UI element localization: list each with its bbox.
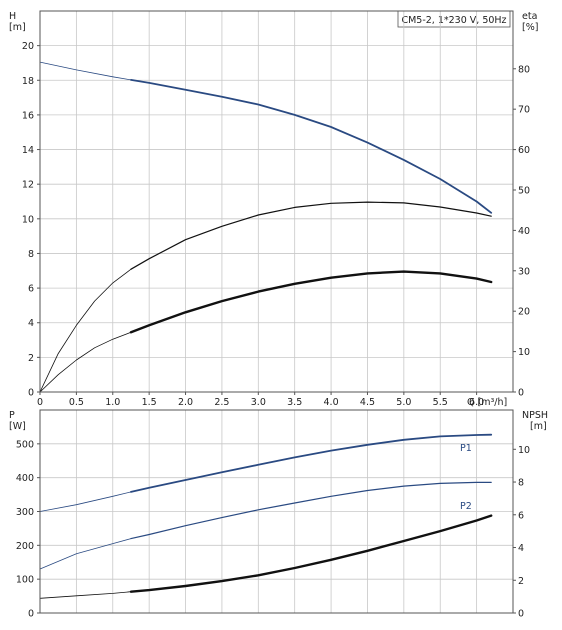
bottom-right-ticks: 0 2 4 6 8 10 — [513, 445, 530, 620]
bottom-right-axis-unit: [m] — [530, 421, 547, 432]
bottom-right-tick-label: 4 — [518, 543, 524, 554]
top-right-tick-label: 20 — [518, 307, 530, 318]
top-right-tick-label: 0 — [518, 388, 524, 399]
top-series-0-extension — [39, 61, 132, 81]
top-grid — [40, 11, 513, 392]
top-left-tick-label: 0 — [28, 388, 34, 399]
top-left-tick-label: 14 — [22, 145, 34, 156]
top-left-tick-label: 6 — [28, 284, 34, 295]
bottom-left-tick-label: 300 — [16, 507, 34, 518]
bottom-left-tick-label: 400 — [16, 473, 34, 484]
top-right-axis-label: eta — [522, 11, 537, 22]
bottom-series-0-extension — [39, 491, 132, 512]
x-tick-label: 0 — [37, 397, 43, 408]
bottom-series-2-line — [129, 514, 493, 593]
top-left-tick-label: 4 — [28, 318, 34, 329]
top-right-tick-label: 70 — [518, 105, 530, 116]
top-right-tick-label: 80 — [518, 64, 530, 75]
bottom-right-axis-label: NPSH — [522, 410, 548, 421]
x-tick-label: 5.0 — [396, 397, 411, 408]
top-left-tick-label: 10 — [22, 214, 34, 225]
bottom-right-tick-label: 10 — [518, 445, 530, 456]
top-left-ticks: 0 2 4 6 8 10 12 14 16 18 20 — [22, 41, 40, 399]
top-series-0-line — [130, 79, 493, 214]
top-series-2-line — [129, 270, 493, 334]
bottom-series-1-line — [130, 481, 492, 540]
top-plot-frame — [39, 10, 514, 393]
bottom-plot-frame — [39, 409, 514, 614]
bottom-left-tick-label: 200 — [16, 541, 34, 552]
top-left-tick-label: 2 — [28, 353, 34, 364]
top-left-tick-label: 12 — [22, 180, 34, 191]
x-tick-label: 3.5 — [287, 397, 302, 408]
top-left-axis-label: H — [9, 11, 16, 22]
x-tick-label: 2.5 — [214, 397, 229, 408]
top-right-ticks: 0 10 20 30 40 50 60 70 80 — [513, 64, 530, 399]
top-right-axis-unit: [%] — [522, 22, 538, 33]
x-tick-label: 1.0 — [105, 397, 120, 408]
top-right-tick-label: 40 — [518, 226, 530, 237]
x-tick-label: 0.5 — [69, 397, 84, 408]
top-left-tick-label: 18 — [22, 76, 34, 87]
top-x-axis-label: Q [m³/h] — [467, 397, 507, 408]
bottom-right-tick-label: 8 — [518, 478, 524, 489]
top-right-tick-label: 30 — [518, 266, 530, 277]
bottom-series-0-line — [130, 433, 493, 493]
bottom-right-tick-label: 2 — [518, 576, 524, 587]
bottom-left-axis-label: P — [9, 410, 15, 421]
bottom-left-tick-label: 0 — [28, 609, 34, 620]
top-right-tick-label: 10 — [518, 347, 530, 358]
x-tick-label: 5.5 — [433, 397, 448, 408]
top-right-tick-label: 50 — [518, 185, 530, 196]
x-tick-label: 6.0 — [469, 397, 484, 408]
top-left-tick-label: 20 — [22, 41, 34, 52]
series-label-p1: P1 — [460, 443, 472, 454]
top-x-ticks: 0 0.5 1.0 1.5 2.0 2.5 3.0 3.5 4.0 4.5 5.0 5.5 6.0 — [37, 392, 484, 408]
top-series-1-extension — [39, 268, 132, 393]
top-right-tick-label: 60 — [518, 145, 530, 156]
bottom-series — [39, 433, 493, 599]
top-series-1-line — [130, 201, 492, 270]
x-tick-label: 4.0 — [324, 397, 339, 408]
x-tick-label: 2.0 — [178, 397, 193, 408]
top-left-tick-label: 8 — [28, 249, 34, 260]
series-label-p2: P2 — [460, 501, 472, 512]
bottom-right-tick-label: 0 — [518, 609, 524, 620]
bottom-left-tick-label: 100 — [16, 575, 34, 586]
bottom-series-1-extension — [39, 538, 132, 570]
x-tick-label: 3.0 — [251, 397, 266, 408]
top-left-tick-label: 16 — [22, 110, 34, 121]
bottom-left-ticks: 0 100 200 300 400 500 — [16, 439, 40, 620]
chart-title: CM5-2, 1*230 V, 50Hz — [401, 15, 506, 26]
top-series — [39, 61, 493, 393]
bottom-left-tick-label: 500 — [16, 439, 34, 450]
top-series-2-extension — [39, 331, 132, 393]
head-efficiency-panel: H [m] eta [%] CM5-2, 1*230 V, 50Hz 0 2 4 6 8… — [9, 10, 538, 408]
x-tick-label: 4.5 — [360, 397, 375, 408]
x-tick-label: 1.5 — [142, 397, 157, 408]
bottom-right-tick-label: 6 — [518, 510, 524, 521]
bottom-left-axis-unit: [W] — [9, 421, 26, 432]
bottom-grid — [40, 410, 513, 613]
top-left-axis-unit: [m] — [9, 22, 26, 33]
bottom-series-2-extension — [39, 591, 132, 599]
